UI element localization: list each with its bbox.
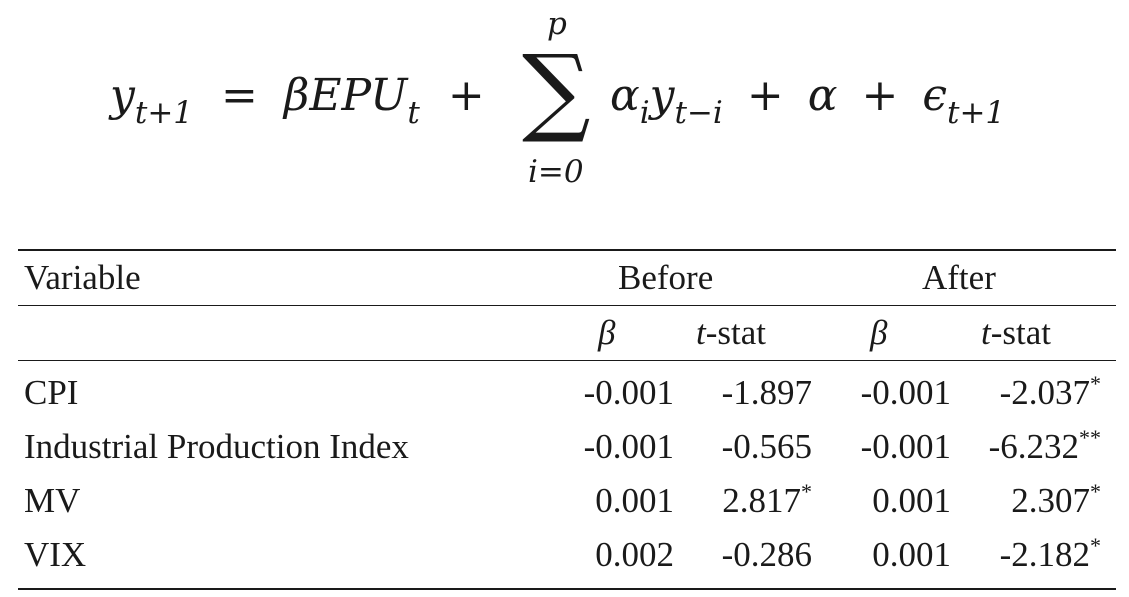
table-row: VIX 0.002 -0.286 0.001 -2.182* [18,528,1116,582]
eq-y-lag-subscript: t−i [674,95,723,131]
value: 2.307 [1011,481,1090,520]
row-after-beta: -0.001 [860,427,951,466]
eq-alpha: α [807,70,838,121]
row-before-beta: -0.001 [583,427,674,466]
table-top-rule [18,249,1116,251]
eq-alpha-i: α [610,70,640,121]
regression-equation: yt+1 = βEPUt + p ∑ i=0 αiyt−i + α + ϵt+1 [110,0,1070,200]
eq-epu-subscript: t [407,95,420,131]
eq-y-subscript: t+1 [134,95,194,131]
subheader-after-beta: β [870,313,888,352]
eq-alpha-i-subscript: i [639,95,650,131]
value: -6.232 [988,427,1079,466]
results-table: Variable Before After β t-stat β t-stat … [18,249,1116,590]
significance-marker: * [1090,371,1101,396]
row-variable: VIX [24,535,87,574]
row-after-beta: 0.001 [872,535,951,574]
value: -0.286 [721,535,812,574]
header-variable: Variable [24,258,141,297]
significance-marker: * [801,479,812,504]
eq-plus-2: + [746,70,784,121]
row-after-tstat: -2.182* [1000,528,1101,586]
eq-epsilon-subscript: t+1 [946,95,1006,131]
table-body-rule [18,360,1116,361]
header-after: After [922,258,996,297]
significance-marker: ** [1079,425,1101,450]
row-after-tstat: 2.307* [1011,474,1101,532]
row-before-tstat: -1.897 [722,366,812,424]
tstat-rest: -stat [990,313,1051,352]
eq-epsilon: ϵ [922,70,947,121]
table-spacer [18,582,1116,588]
eq-y: y [110,70,135,121]
subheader-after-tstat: t-stat [981,306,1051,360]
summation-symbol: ∑ [522,34,591,146]
row-after-tstat: -6.232** [989,420,1101,478]
table-row: CPI -0.001 -1.897 -0.001 -2.037* [18,366,1116,420]
row-after-tstat: -2.037* [1000,366,1101,424]
row-before-tstat: 2.817* [722,474,812,532]
equation-rhs: αiyt−i + α + ϵt+1 [610,66,1006,131]
value: -0.565 [721,427,812,466]
eq-plus-1: + [447,70,485,121]
tstat-rest: -stat [705,313,766,352]
significance-marker: * [1090,479,1101,504]
row-after-beta: 0.001 [872,481,951,520]
row-before-beta: -0.001 [583,373,674,412]
eq-equals: = [221,70,258,121]
subheader-before-beta: β [598,313,616,352]
table-bottom-rule [18,588,1116,590]
row-before-tstat: -0.565 [722,420,812,478]
tstat-t: t [981,313,991,352]
table-row: Industrial Production Index -0.001 -0.56… [18,420,1116,474]
row-variable: Industrial Production Index [24,427,409,466]
table-row: MV 0.001 2.817* 0.001 2.307* [18,474,1116,528]
sum-lower-limit: i=0 [528,154,584,190]
row-before-tstat: -0.286 [722,528,812,586]
table-subheader-row: β t-stat β t-stat [18,306,1116,360]
sum-upper-limit: p [547,6,567,42]
header-before: Before [618,258,714,297]
eq-beta-epu: βEPU [283,70,408,121]
eq-plus-3: + [861,70,899,121]
eq-y-lag: y [649,70,675,121]
row-variable: MV [24,481,81,520]
row-variable: CPI [24,373,79,412]
equation-lhs: yt+1 = βEPUt + [110,66,485,131]
value: -1.897 [721,373,812,412]
value: -2.182 [999,535,1090,574]
value: 2.817 [722,481,801,520]
row-after-beta: -0.001 [860,373,951,412]
table-header-rule [18,305,1116,306]
significance-marker: * [1090,533,1101,558]
subheader-before-tstat: t-stat [696,306,766,360]
value: -2.037 [999,373,1090,412]
row-before-beta: 0.002 [595,535,674,574]
tstat-t: t [696,313,706,352]
table-header-row: Variable Before After [18,251,1116,305]
row-before-beta: 0.001 [595,481,674,520]
